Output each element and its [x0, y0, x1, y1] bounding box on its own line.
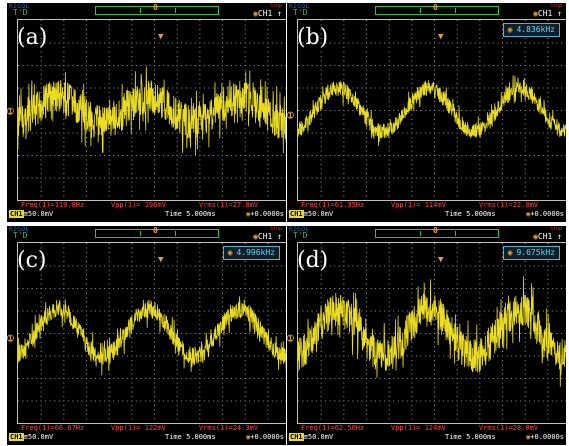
- trigger-status: T'D: [13, 231, 28, 240]
- memory-depth-bar: [95, 229, 219, 238]
- memory-depth-bar: [375, 229, 499, 238]
- trigger-position-icon: 0: [433, 3, 438, 12]
- trigger-marker-icon: ▼: [438, 32, 444, 42]
- waveform-trace: [298, 276, 566, 387]
- status-bar: CH1≡50.0mV Time 5.000ms ◉+0.0000s: [7, 210, 286, 221]
- trace-path: [298, 75, 566, 146]
- timebase: Time 5.000ms: [165, 210, 216, 218]
- trigger-offset: ◉+0.0000s: [246, 433, 284, 441]
- channel-scale: CH1≡50.0mV: [9, 433, 54, 441]
- panel-label: (c): [17, 248, 47, 273]
- freq-measurement: Freq(1)=119.8Hz: [21, 201, 85, 209]
- scope-top-bar: RIGOL T'D 0 Stop ◉CH1 ↑: [7, 3, 286, 19]
- trigger-status: T'D: [293, 231, 308, 240]
- freq-measurement: Freq(1)=61.35Hz: [301, 201, 365, 209]
- channel1-ground-marker-icon: ➀: [7, 107, 14, 116]
- waveform-trace: [18, 66, 286, 156]
- timebase: Time 5.000ms: [165, 433, 216, 441]
- freq-measurement: Freq(1)=62.50Hz: [301, 424, 365, 432]
- frequency-counter: ◉ 9.675kHz: [502, 246, 560, 260]
- vpp-measurement: Vpp(1)= 122mV: [111, 424, 166, 432]
- measurement-bar: Freq(1)=61.35Hz Vpp(1)= 114mV Vrms(1)=22…: [287, 201, 566, 210]
- trigger-source: ◉CH1 ↑: [253, 9, 282, 18]
- scope-panel-d: RIGOL T'D 0 Stop ◉CH1 ↑ ▼ ◉ 9.675kHz ➀ (d…: [287, 226, 566, 445]
- counter-icon: ◉: [507, 25, 513, 34]
- panel-label: (b): [297, 25, 329, 50]
- status-bar: CH1≡50.0mV Time 5.000ms ◉+0.0000s: [7, 433, 286, 444]
- scope-top-bar: RIGOL T'D 0 Stop ◉CH1 ↑: [287, 226, 566, 242]
- brand-logo: RIGOL: [289, 226, 310, 233]
- graticule: [18, 243, 286, 420]
- measurement-bar: Freq(1)=62.50Hz Vpp(1)= 124mV Vrms(1)=28…: [287, 424, 566, 433]
- waveform-screen: ▼: [297, 19, 566, 201]
- trigger-position-icon: 0: [153, 226, 158, 235]
- channel-scale: CH1≡50.0mV: [289, 433, 334, 441]
- vpp-measurement: Vpp(1)= 114mV: [391, 201, 446, 209]
- trigger-marker-icon: ▼: [158, 32, 164, 42]
- trigger-offset: ◉+0.0000s: [246, 210, 284, 218]
- trigger-marker-icon: ▼: [158, 255, 164, 265]
- counter-icon: ◉: [507, 248, 513, 257]
- scope-panel-b: RIGOL T'D 0 Stop ◉CH1 ↑ ▼ ◉ 4.836kHz ➀ (b…: [287, 3, 566, 222]
- brand-logo: RIGOL: [9, 3, 30, 10]
- vrms-measurement: Vrms(1)=27.8mV: [199, 201, 259, 209]
- memory-depth-bar: [95, 6, 219, 15]
- vrms-measurement: Vrms(1)=22.0mV: [479, 201, 539, 209]
- vpp-measurement: Vpp(1)= 124mV: [391, 424, 446, 432]
- frequency-counter: ◉ 4.836kHz: [502, 23, 560, 37]
- vpp-measurement: Vpp(1)= 196mV: [111, 201, 166, 209]
- trigger-status: T'D: [13, 8, 28, 17]
- brand-logo: RIGOL: [289, 3, 310, 10]
- panel-label: (a): [17, 25, 48, 50]
- waveform-screen: ▼: [297, 242, 566, 424]
- run-status: Stop: [269, 3, 282, 9]
- channel-scale: CH1≡50.0mV: [9, 210, 54, 218]
- measurement-bar: Freq(1)=119.8Hz Vpp(1)= 196mV Vrms(1)=27…: [7, 201, 286, 210]
- panel-label: (d): [297, 248, 329, 273]
- trigger-source: ◉CH1 ↑: [533, 232, 562, 241]
- channel1-ground-marker-icon: ➀: [287, 111, 294, 120]
- trigger-source: ◉CH1 ↑: [533, 9, 562, 18]
- status-bar: CH1≡50.0mV Time 5.000ms ◉+0.0000s: [287, 433, 566, 444]
- run-status: Stop: [269, 226, 282, 232]
- waveform-trace: [298, 75, 566, 146]
- waveform-trace: [18, 296, 286, 376]
- timebase: Time 5.000ms: [445, 210, 496, 218]
- vrms-measurement: Vrms(1)=28.0mV: [479, 424, 539, 432]
- trace-path: [18, 296, 286, 376]
- vrms-measurement: Vrms(1)=24.3mV: [199, 424, 259, 432]
- trigger-offset: ◉+0.0000s: [526, 433, 564, 441]
- trace-path: [18, 66, 286, 156]
- measurement-bar: Freq(1)=66.67Hz Vpp(1)= 122mV Vrms(1)=24…: [7, 424, 286, 433]
- scope-top-bar: RIGOL T'D 0 Stop ◉CH1 ↑: [287, 3, 566, 19]
- status-bar: CH1≡50.0mV Time 5.000ms ◉+0.0000s: [287, 210, 566, 221]
- trigger-source: ◉CH1 ↑: [253, 232, 282, 241]
- brand-logo: RIGOL: [9, 226, 30, 233]
- trigger-marker-icon: ▼: [438, 255, 444, 265]
- channel1-ground-marker-icon: ➀: [7, 334, 14, 343]
- scope-panel-c: RIGOL T'D 0 Stop ◉CH1 ↑ ▼ ◉ 4.996kHz ➀ (c…: [7, 226, 286, 445]
- frequency-counter: ◉ 4.996kHz: [222, 246, 280, 260]
- scope-panel-a: RIGOL T'D 0 Stop ◉CH1 ↑ ▼ ➀ (a) Freq(1)=…: [7, 3, 286, 222]
- waveform-screen: ▼: [17, 19, 286, 201]
- channel-scale: CH1≡50.0mV: [289, 210, 334, 218]
- run-status: Stop: [549, 3, 562, 9]
- trigger-status: T'D: [293, 8, 308, 17]
- timebase: Time 5.000ms: [445, 433, 496, 441]
- trigger-position-icon: 0: [433, 226, 438, 235]
- counter-icon: ◉: [227, 248, 233, 257]
- trigger-position-icon: 0: [153, 3, 158, 12]
- trigger-offset: ◉+0.0000s: [526, 210, 564, 218]
- graticule: [298, 20, 566, 197]
- memory-depth-bar: [375, 6, 499, 15]
- scope-top-bar: RIGOL T'D 0 Stop ◉CH1 ↑: [7, 226, 286, 242]
- trace-path: [298, 276, 566, 387]
- waveform-screen: ▼: [17, 242, 286, 424]
- freq-measurement: Freq(1)=66.67Hz: [21, 424, 85, 432]
- channel1-ground-marker-icon: ➀: [287, 334, 294, 343]
- run-status: Stop: [549, 226, 562, 232]
